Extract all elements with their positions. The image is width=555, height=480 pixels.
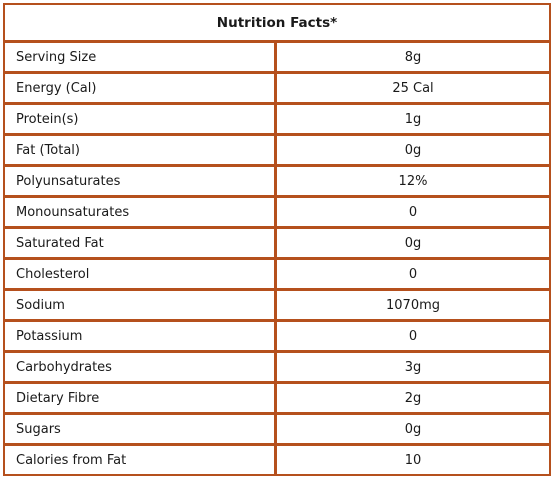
table-row: Sodium 1070mg	[5, 288, 549, 319]
nutrient-value: 0g	[277, 133, 549, 164]
nutrient-label: Sodium	[5, 288, 277, 319]
nutrient-label: Monounsaturates	[5, 195, 277, 226]
nutrient-label: Dietary Fibre	[5, 381, 277, 412]
nutrient-label: Carbohydrates	[5, 350, 277, 381]
table-header-row: Nutrition Facts*	[5, 5, 549, 43]
nutrient-value: 10	[277, 443, 549, 474]
table-row: Fat (Total) 0g	[5, 133, 549, 164]
table-title: Nutrition Facts*	[5, 5, 549, 43]
table-row: Serving Size 8g	[5, 43, 549, 71]
table-row: Cholesterol 0	[5, 257, 549, 288]
nutrient-value: 0g	[277, 412, 549, 443]
table-row: Saturated Fat 0g	[5, 226, 549, 257]
nutrient-label: Fat (Total)	[5, 133, 277, 164]
nutrient-value: 0	[277, 319, 549, 350]
nutrient-value: 2g	[277, 381, 549, 412]
table-row: Calories from Fat 10	[5, 443, 549, 474]
table-row: Monounsaturates 0	[5, 195, 549, 226]
nutrition-facts-table: Nutrition Facts* Serving Size 8g Energy …	[3, 3, 551, 476]
nutrient-label: Saturated Fat	[5, 226, 277, 257]
nutrient-value: 1070mg	[277, 288, 549, 319]
nutrient-value: 25 Cal	[277, 71, 549, 102]
nutrient-value: 0g	[277, 226, 549, 257]
nutrient-label: Polyunsaturates	[5, 164, 277, 195]
nutrient-label: Potassium	[5, 319, 277, 350]
nutrient-label: Serving Size	[5, 43, 277, 71]
nutrient-value: 8g	[404, 49, 422, 65]
table-row: Potassium 0	[5, 319, 549, 350]
nutrient-value: 3g	[277, 350, 549, 381]
nutrient-value: 1g	[277, 102, 549, 133]
nutrient-value: 0	[277, 257, 549, 288]
nutrient-value: 0	[277, 195, 549, 226]
nutrient-value: 12%	[277, 164, 549, 195]
nutrient-label: Energy (Cal)	[5, 71, 277, 102]
table-row: Energy (Cal) 25 Cal	[5, 71, 549, 102]
table-row: Carbohydrates 3g	[5, 350, 549, 381]
nutrient-label: Calories from Fat	[5, 443, 277, 474]
table-row: Polyunsaturates 12%	[5, 164, 549, 195]
nutrient-label: Protein(s)	[5, 102, 277, 133]
table-row: Dietary Fibre 2g	[5, 381, 549, 412]
table-row: Sugars 0g	[5, 412, 549, 443]
nutrient-label: Sugars	[5, 412, 277, 443]
nutrient-label: Cholesterol	[5, 257, 277, 288]
table-row: Protein(s) 1g	[5, 102, 549, 133]
